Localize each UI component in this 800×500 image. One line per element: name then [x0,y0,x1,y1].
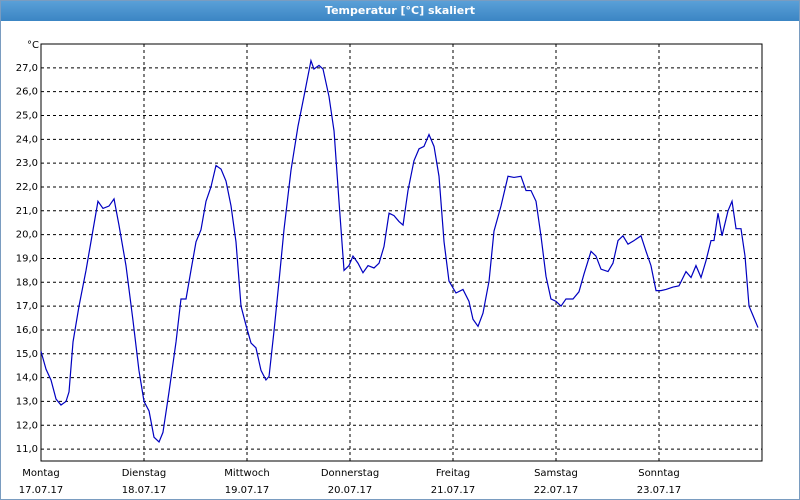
y-tick-label: 22,0 [16,182,38,193]
temperature-line [40,58,759,443]
y-tick-label: 24,0 [16,134,38,145]
x-tick-date: 19.07.17 [225,485,270,496]
title-bar: Temperatur [°C] skaliert [1,1,799,21]
x-tick-date: 17.07.17 [19,485,64,496]
x-tick-date: 20.07.17 [328,485,373,496]
x-tick-date: 23.07.17 [637,485,682,496]
y-tick-label: 12,0 [16,420,38,431]
x-tick-label: Freitag [436,468,470,479]
x-tick-label: Samstag [534,468,578,479]
y-tick-label: 17,0 [16,301,38,312]
x-tick-date: 18.07.17 [122,485,167,496]
y-tick-label: 14,0 [16,373,38,384]
x-tick-label: Mittwoch [224,468,269,479]
x-tick-label: Sonntag [638,468,680,479]
x-tick-date: 21.07.17 [431,485,476,496]
y-tick-label: 25,0 [16,110,38,121]
y-tick-label: 16,0 [16,325,38,336]
y-axis-label: °C [27,40,39,51]
y-tick-label: 27,0 [16,63,38,74]
y-tick-label: 20,0 [16,230,38,241]
y-tick-label: 23,0 [16,158,38,169]
y-tick-label: 18,0 [16,277,38,288]
x-tick-label: Dienstag [122,468,167,479]
y-tick-label: 26,0 [16,87,38,98]
y-tick-label: 21,0 [16,206,38,217]
chart: °C 11,0 12,0 13,0 14,0 15,0 16,0 17,0 18,0 19,0 2… [16,40,763,496]
y-tick-label: 13,0 [16,396,38,407]
y-tick-label: 15,0 [16,349,38,360]
x-tick-date: 22.07.17 [534,485,579,496]
x-tick-label: Donnerstag [321,468,379,479]
y-tick-label: 11,0 [16,444,38,455]
x-tick-label: Montag [22,468,59,479]
y-tick-label: 19,0 [16,253,38,264]
plot-frame [40,43,763,462]
